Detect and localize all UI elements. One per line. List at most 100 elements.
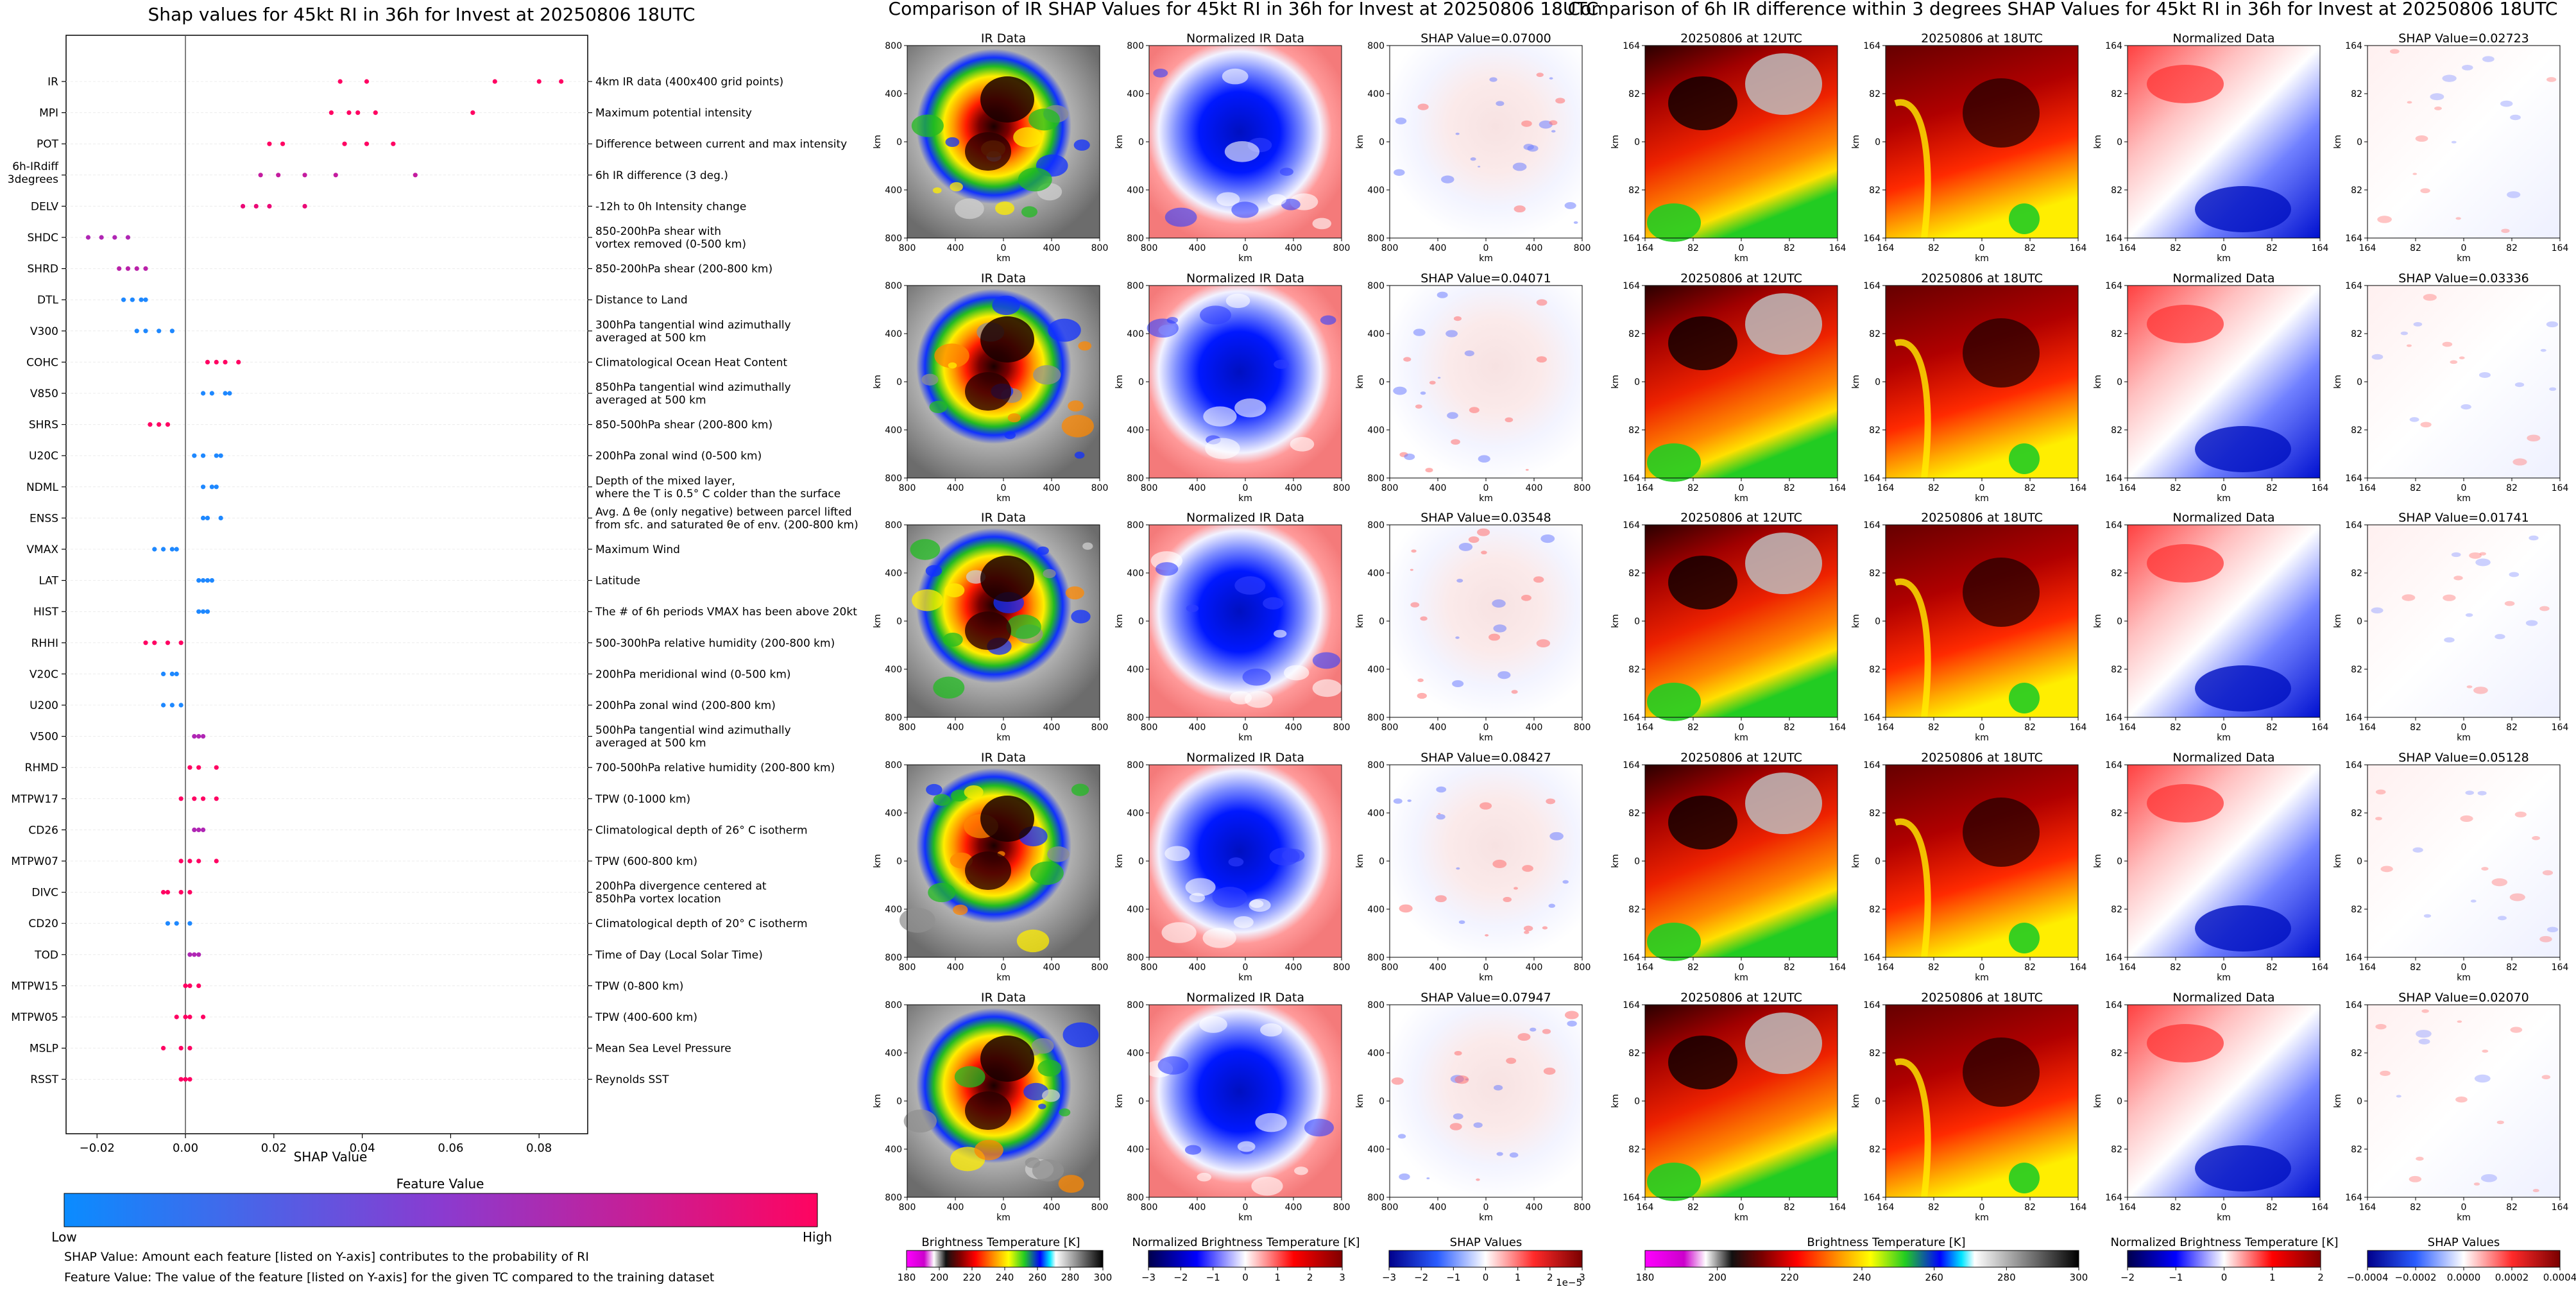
y-axis-label: km — [2093, 854, 2103, 868]
shap-point — [178, 796, 183, 801]
texture-blob — [1564, 201, 1576, 209]
texture-blob — [1567, 1020, 1577, 1027]
x-axis-label: km — [2457, 253, 2471, 264]
x-tick-label: 0 — [1739, 722, 1744, 733]
texture-blob — [1006, 614, 1041, 639]
feature-description: Time of Day (Local Solar Time) — [595, 949, 763, 962]
texture-blob — [992, 295, 1020, 316]
y-tick-label: 800 — [1127, 474, 1144, 484]
texture-blob — [2527, 434, 2541, 442]
x-tick-label: 164 — [2119, 483, 2137, 493]
texture-blob — [944, 583, 965, 597]
panel-title: IR Data — [981, 511, 1026, 525]
texture-blob — [2510, 114, 2521, 121]
x-tick-label: 800 — [1381, 962, 1399, 973]
y-tick-label: 164 — [2345, 953, 2362, 963]
texture-blob — [1549, 77, 1553, 80]
y-tick-label: 82 — [1869, 89, 1881, 99]
x-tick-label: 400 — [1043, 722, 1061, 733]
heatmap-panel: 20250806 at 18UTC 164 82 0 82 164 km 164 82 0 82 16… — [1851, 31, 2086, 264]
texture-blob — [2480, 1174, 2498, 1182]
x-tick-label: 82 — [1928, 483, 1940, 493]
texture-blob — [1497, 671, 1511, 679]
y-tick-label: 0 — [1634, 617, 1640, 627]
texture-blob — [1536, 73, 1544, 78]
texture-blob — [2482, 1049, 2489, 1053]
y-tick-label: 400 — [1367, 329, 1385, 339]
x-axis-label: km — [1238, 1213, 1252, 1223]
shap-point — [559, 79, 564, 84]
x-tick-label: 0 — [2461, 1202, 2467, 1213]
x-tick-label: 82 — [2266, 243, 2278, 253]
y-tick-label: 400 — [885, 185, 902, 196]
heatmap-panel: SHAP Value=0.07947 800 400 0 400 800 km 800 400 0… — [1355, 991, 1591, 1223]
shap-point — [157, 422, 162, 427]
x-tick-label: 164 — [1829, 243, 1847, 253]
x-tick-label: 800 — [899, 243, 916, 253]
shap-point — [346, 110, 352, 115]
ir-shap-colorbar-title: SHAP Values — [1450, 1236, 1523, 1249]
x-tick-label: 82 — [2266, 962, 2278, 973]
y-tick-label: 800 — [885, 281, 902, 291]
texture-blob — [933, 794, 951, 806]
y-tick-label: 400 — [1367, 1048, 1385, 1059]
x-tick-label: 0 — [1243, 722, 1249, 733]
panel-title: SHAP Value=0.01741 — [2398, 511, 2529, 525]
x-axis-label: km — [1734, 973, 1748, 983]
heatmap-panel: 20250806 at 12UTC 164 82 0 82 164 km 164 82 0 82 16… — [1610, 991, 1846, 1223]
texture-blob — [2147, 544, 2224, 583]
y-axis-label: km — [2093, 135, 2103, 149]
x-tick-label: 82 — [2024, 243, 2036, 253]
cloud-patch — [1745, 53, 1822, 115]
shap-points — [85, 79, 564, 1082]
cold-cloud-core — [980, 556, 1034, 602]
texture-blob — [2455, 1097, 2468, 1103]
x-tick-label: 0.00 — [173, 1141, 198, 1155]
texture-blob — [1549, 120, 1558, 126]
feature-description: Latitude — [595, 575, 640, 588]
texture-blob — [1255, 1113, 1287, 1132]
x-tick-label: 82 — [1687, 1202, 1699, 1213]
x-tick-label: 800 — [1333, 722, 1351, 733]
x-tick-label: 82 — [1687, 722, 1699, 733]
colorbar-tick-label: 300 — [2070, 1272, 2088, 1283]
x-tick-label: 164 — [2359, 962, 2376, 973]
texture-blob — [899, 907, 935, 933]
x-tick-label: 0 — [1483, 1202, 1489, 1213]
x-tick-label: 0 — [1483, 962, 1489, 973]
ir-norm-colorbar — [1148, 1250, 1343, 1268]
y-tick-label: 82 — [2351, 1048, 2362, 1059]
y-tick-label: 82 — [2351, 425, 2362, 436]
texture-blob — [1068, 400, 1084, 412]
x-tick-label: 164 — [2119, 962, 2137, 973]
y-tick-label: 400 — [1127, 425, 1144, 436]
x-tick-label: 0 — [1243, 243, 1249, 253]
y-tick-label: 800 — [885, 41, 902, 51]
x-axis-label: km — [2217, 733, 2231, 743]
y-tick-label: 0 — [2357, 1097, 2362, 1107]
y-axis-label: km — [1610, 135, 1621, 149]
shap-point — [143, 297, 148, 302]
shap-point — [187, 765, 192, 770]
x-tick-label: 164 — [2552, 962, 2569, 973]
x-tick-label: 800 — [1333, 483, 1351, 493]
feature-description: 4km IR data (400x400 grid points) — [595, 76, 783, 89]
shap-point — [200, 453, 206, 458]
y-tick-label: 400 — [1127, 905, 1144, 915]
texture-blob — [928, 882, 956, 903]
y-tick-label: 800 — [1127, 713, 1144, 723]
y-tick-label: 82 — [2351, 568, 2362, 579]
x-tick-label: 800 — [1574, 483, 1591, 493]
texture-blob — [1476, 1178, 1480, 1181]
texture-blob — [2500, 100, 2513, 107]
y-axis-label: km — [1114, 375, 1125, 389]
y-tick-label: 0 — [1379, 1097, 1385, 1107]
feature-descriptions: 4km IR data (400x400 grid points) Maximum… — [588, 76, 858, 1086]
feature-description: averaged at 500 km — [595, 737, 706, 750]
shap-point — [143, 329, 148, 334]
x-axis-label: km — [1479, 1213, 1493, 1223]
feature-description: Maximum Wind — [595, 543, 680, 556]
texture-blob — [2482, 56, 2495, 62]
texture-blob — [929, 400, 948, 413]
